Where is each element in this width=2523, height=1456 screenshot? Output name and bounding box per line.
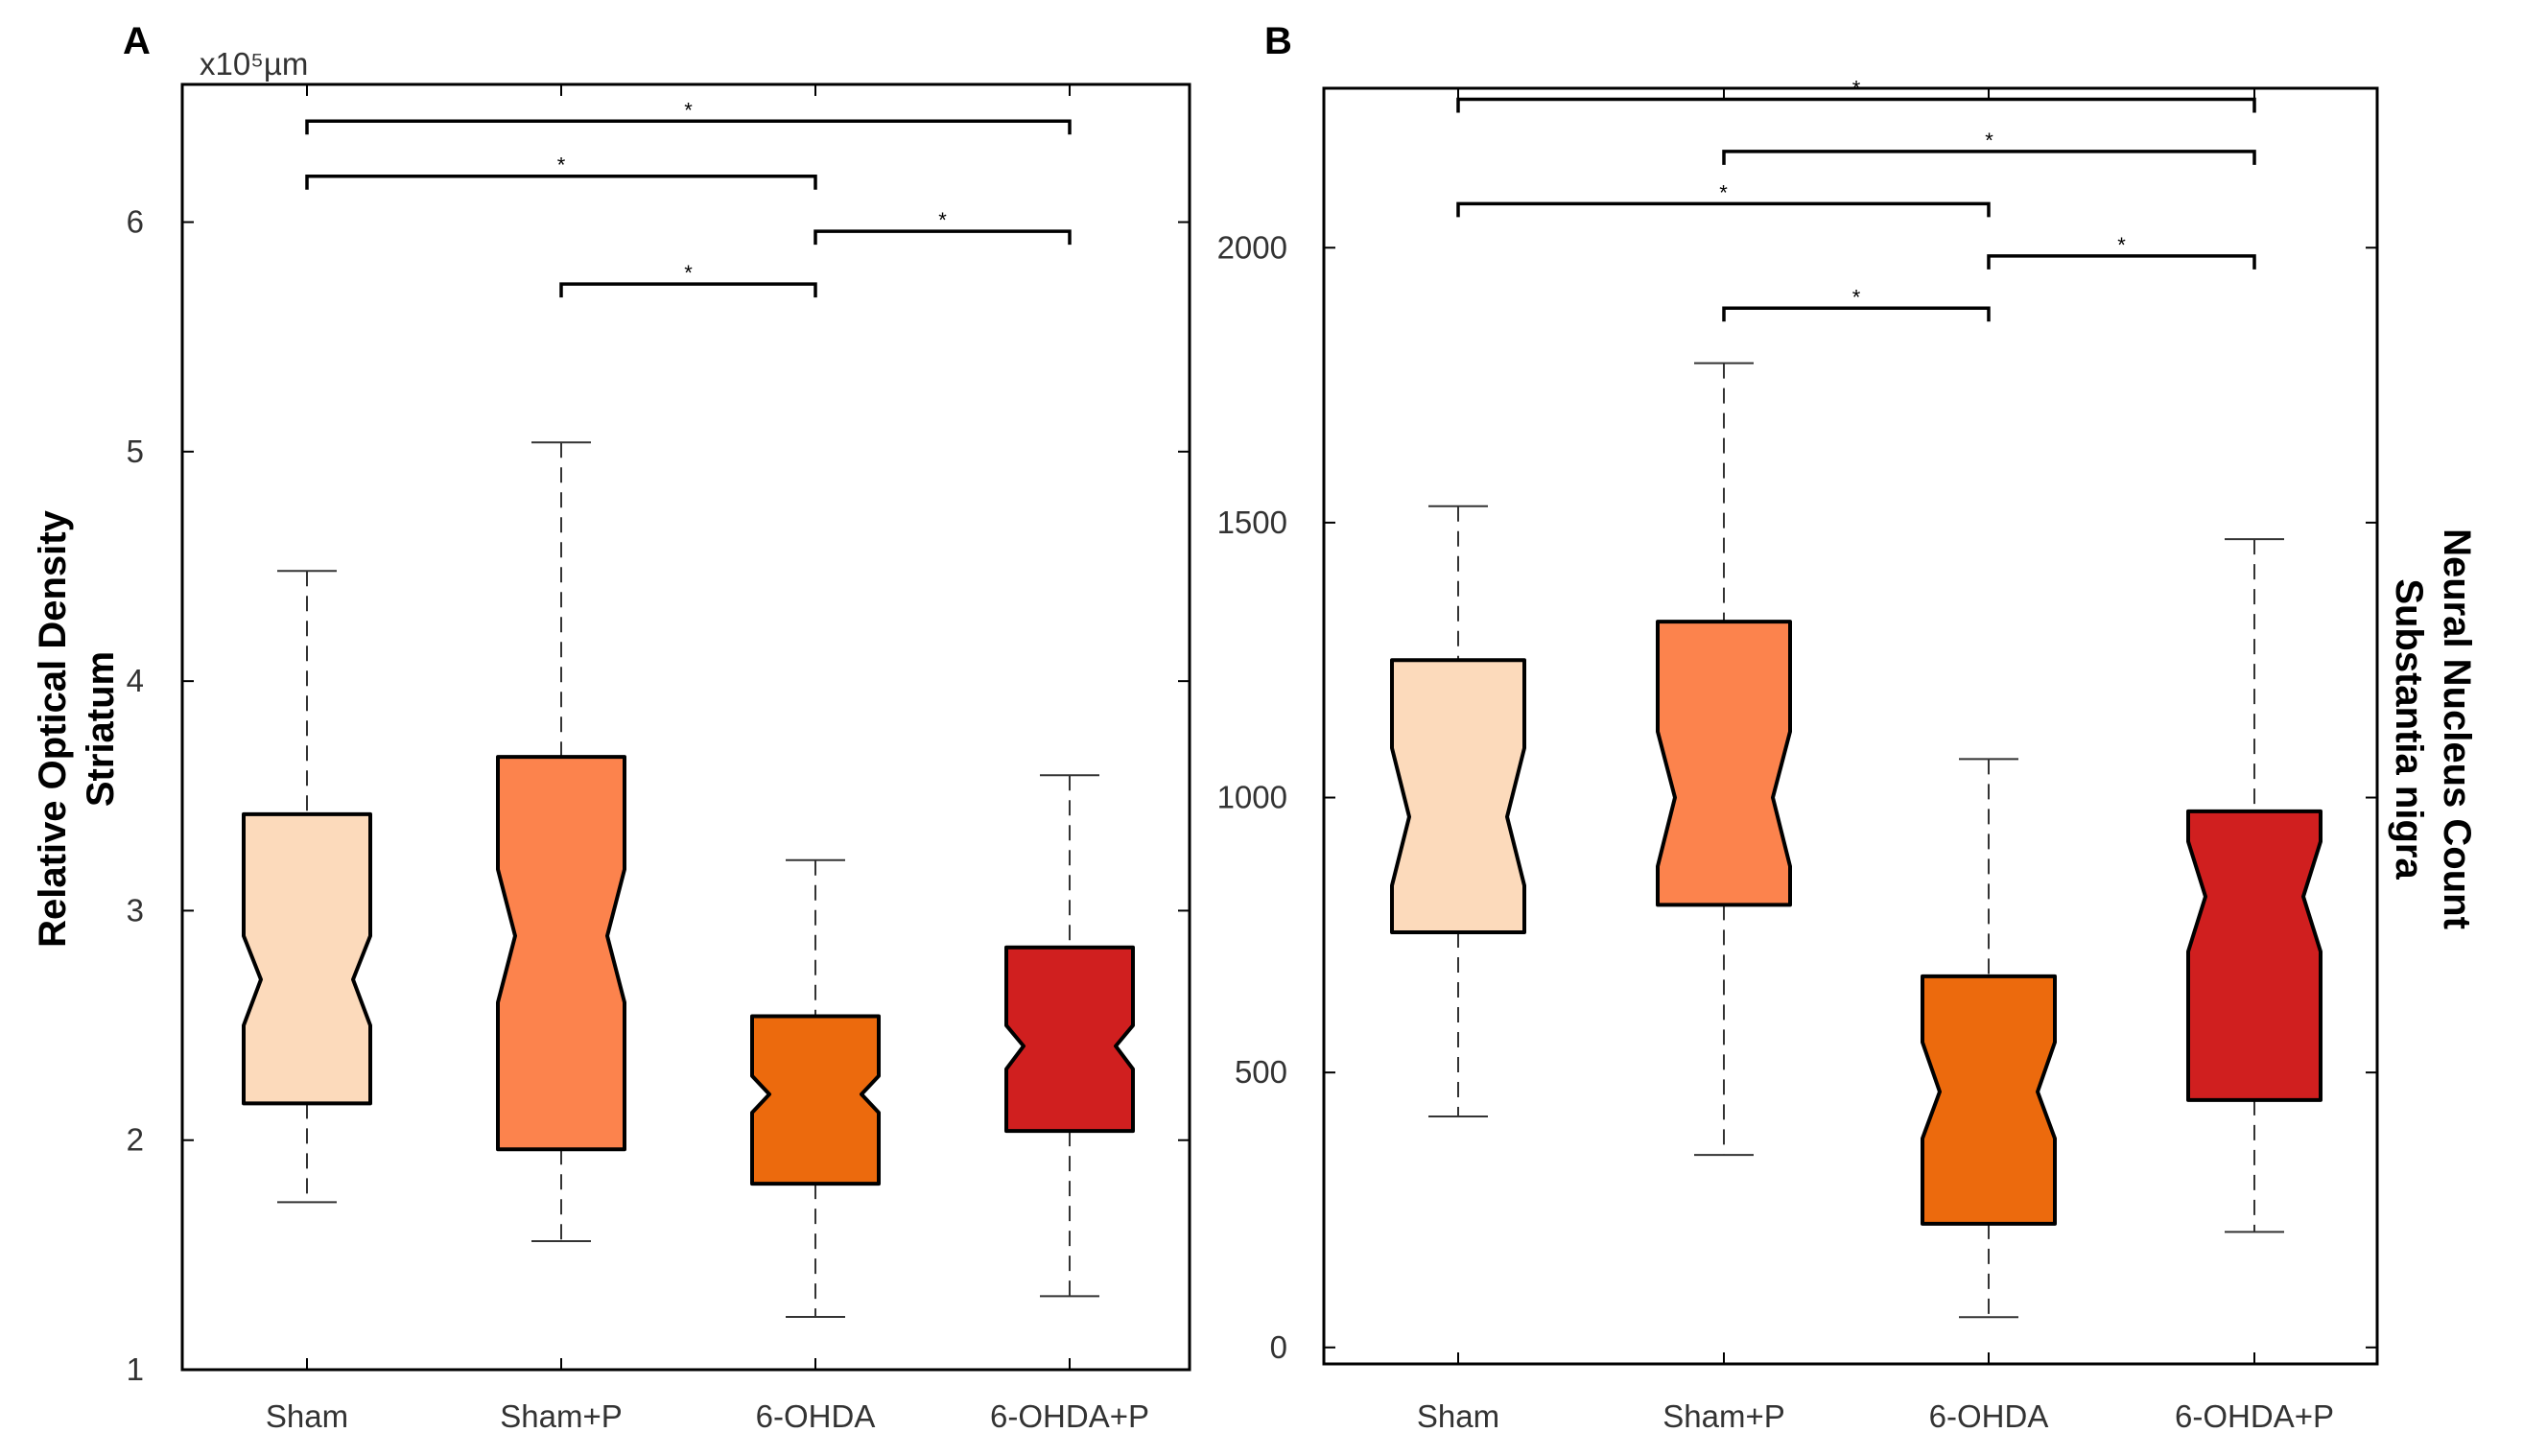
- category-label: Sham: [266, 1398, 348, 1434]
- notched-box: [1656, 620, 1792, 907]
- significance-star: *: [1852, 76, 1861, 100]
- panel-b: B Neural Nucleus Count Substantia nigra …: [1217, 20, 2478, 1434]
- category-label: Sham+P: [500, 1398, 623, 1434]
- significance-star: *: [2117, 233, 2126, 257]
- y-tick-label: 4: [127, 663, 144, 698]
- panel-a-categories: Sham Sham+P 6-OHDA 6-OHDA+P: [266, 84, 1149, 1434]
- panel-a-ylabel-line-1: Relative Optical Density: [32, 509, 74, 947]
- significance-star: *: [684, 261, 693, 285]
- panel-a-y-ticks: 1 2 3 4 5 6: [127, 204, 1190, 1387]
- panel-b-ylabel-line-2: Substantia nigra: [2388, 578, 2430, 880]
- notched-box: [242, 811, 372, 1106]
- panel-b-ylabel-line-1: Neural Nucleus Count: [2436, 528, 2478, 929]
- panel-a-ylabel-line-2: Striatum: [80, 651, 122, 807]
- significance-star: *: [557, 153, 566, 177]
- category-label: 6-OHDA: [1929, 1398, 2049, 1434]
- category-label: Sham+P: [1662, 1398, 1785, 1434]
- significance-bracket: [559, 282, 817, 298]
- significance-star: *: [1852, 285, 1861, 309]
- panel-a: A x10⁵µm Relative Optical Density Striat…: [32, 20, 1191, 1434]
- y-tick-label: 0: [1270, 1329, 1287, 1365]
- significance-bracket: [1456, 201, 1991, 218]
- y-tick-label: 2: [127, 1122, 144, 1158]
- significance-bracket: [1456, 97, 2256, 113]
- y-tick-label: 2000: [1217, 229, 1287, 265]
- panel-b-y-ticks: 0 500 1000 1500 2000: [1217, 229, 2377, 1365]
- significance-bracket: [1722, 150, 2256, 165]
- y-tick-label: 3: [127, 892, 144, 928]
- significance-star: *: [1985, 129, 1993, 153]
- y-tick-label: 6: [127, 204, 144, 240]
- notched-box: [1004, 945, 1135, 1134]
- significance-bracket: [1722, 306, 1991, 322]
- y-tick-label: 5: [127, 434, 144, 469]
- notched-box: [1921, 974, 2057, 1226]
- category-label: 6-OHDA+P: [990, 1398, 1149, 1434]
- y-tick-label: 1500: [1217, 505, 1287, 540]
- y-tick-label: 1: [127, 1351, 144, 1387]
- significance-bracket: [1987, 254, 2256, 270]
- panel-b-letter: B: [1264, 20, 1292, 62]
- panel-a-boxes: [242, 441, 1135, 1318]
- notched-box: [750, 1014, 881, 1186]
- significance-bracket: [305, 119, 1072, 135]
- panel-b-significance: * * * * *: [1456, 76, 2256, 322]
- y-tick-label: 1000: [1217, 780, 1287, 815]
- panel-a-significance: * * * *: [305, 98, 1072, 298]
- panel-b-plot-frame: [1322, 86, 2379, 1366]
- significance-star: *: [1719, 180, 1728, 204]
- significance-bracket: [305, 174, 817, 190]
- significance-star: *: [684, 98, 693, 122]
- panel-a-plot-frame: [180, 82, 1191, 1372]
- panel-a-letter: A: [123, 20, 151, 62]
- significance-bracket: [813, 229, 1072, 246]
- panel-b-boxes: [1390, 362, 2323, 1319]
- category-label: Sham: [1417, 1398, 1499, 1434]
- notched-box: [496, 755, 626, 1152]
- category-label: 6-OHDA+P: [2175, 1398, 2334, 1434]
- panel-a-exponent-label: x10⁵µm: [200, 46, 308, 82]
- y-tick-label: 500: [1235, 1054, 1287, 1090]
- notched-box: [2186, 809, 2323, 1102]
- significance-star: *: [938, 208, 947, 232]
- category-label: 6-OHDA: [756, 1398, 876, 1434]
- panel-b-categories: Sham Sham+P 6-OHDA 6-OHDA+P: [1417, 88, 2334, 1434]
- notched-box: [1390, 658, 1526, 934]
